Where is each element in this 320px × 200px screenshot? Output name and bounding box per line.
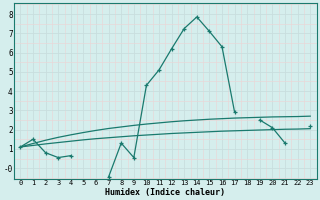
X-axis label: Humidex (Indice chaleur): Humidex (Indice chaleur) [105, 188, 225, 197]
